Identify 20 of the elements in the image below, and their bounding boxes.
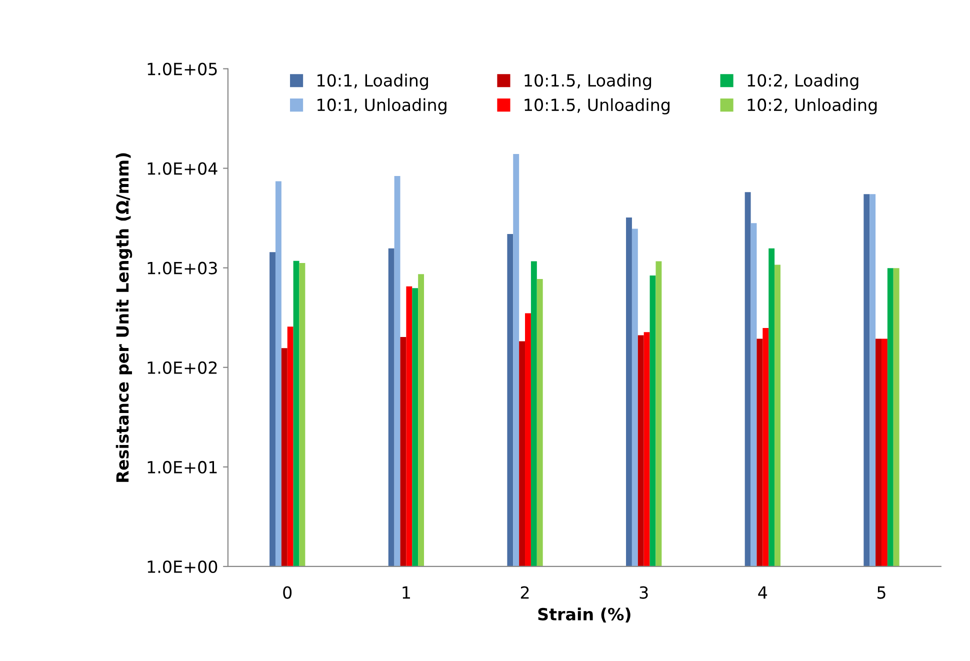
y-tick-label: 1.0E+05: [148, 62, 217, 76]
legend-label: 10:2, Unloading: [748, 98, 877, 114]
y-tick-label: 1.0E+02: [148, 361, 217, 374]
legend-label: 10:1.5, Loading: [524, 74, 652, 90]
x-tick-label: 4: [758, 586, 768, 599]
x-tick-label: 1: [402, 586, 410, 599]
x-tick-label: 5: [877, 586, 886, 599]
x-tick-label: 0: [283, 586, 292, 599]
y-axis-title: Resistance per Unit Length (Ω/mm): [116, 153, 132, 482]
legend-label: 10:2, Loading: [748, 74, 858, 90]
y-tick-label: 1.0E+00: [148, 560, 218, 574]
y-tick-label: 1.0E+03: [148, 262, 217, 274]
x-tick-label: 2: [520, 586, 529, 599]
legend-label: 10:1.5, Unloading: [524, 98, 670, 114]
x-tick-label: 3: [640, 586, 648, 599]
x-axis-title: Strain (%): [538, 608, 630, 622]
legend-label: 10:1, Loading: [318, 74, 428, 90]
y-tick-label: 1.0E+04: [148, 162, 218, 175]
y-tick-label: 1.0E+01: [148, 460, 217, 474]
legend-label: 10:1, Unloading: [318, 98, 446, 114]
